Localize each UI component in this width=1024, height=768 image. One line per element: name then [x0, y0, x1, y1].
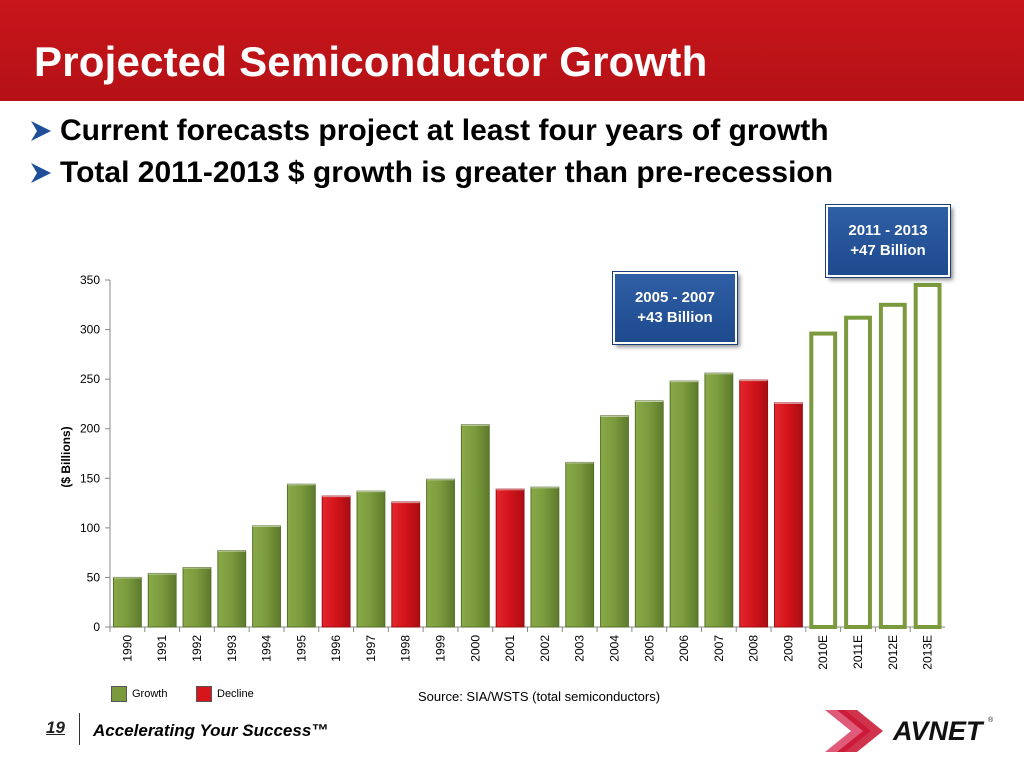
bar-growth: [112, 576, 142, 628]
bar-decline: [391, 501, 421, 628]
x-tick-label: 2012E: [886, 635, 900, 670]
x-tick-label: 1998: [399, 635, 413, 662]
bar-growth: [530, 486, 560, 628]
bar-decline: [739, 379, 769, 628]
callout-amount: +47 Billion: [850, 242, 926, 259]
legend-growth: Growth: [111, 686, 167, 702]
bar-growth: [704, 372, 734, 628]
bar-growth: [217, 550, 247, 628]
y-tick-label: 200: [80, 422, 100, 436]
y-tick-label: 100: [80, 521, 100, 535]
x-tick-label: 2006: [677, 635, 691, 662]
bullet-text: Current forecasts project at least four …: [60, 114, 829, 147]
bar-estimate: [844, 315, 872, 629]
x-tick-label: 1995: [294, 635, 308, 662]
x-tick-label: 2003: [573, 635, 587, 662]
x-tick-label: 2004: [607, 635, 621, 662]
bar-decline: [321, 495, 351, 628]
legend-growth-label: Growth: [132, 688, 168, 700]
callout-2005-2007: 2005 - 2007 +43 Billion: [612, 271, 738, 345]
x-tick-label: 2000: [468, 635, 482, 662]
bar-chart: 0 50 100 150 200 250 300 350 ($ Billions) 1990 199…: [59, 273, 945, 670]
bar-growth: [147, 572, 177, 628]
avnet-logo: AVNET ®: [825, 710, 994, 752]
footer-divider: [79, 713, 80, 745]
bar-growth: [252, 525, 281, 628]
callout-amount: +43 Billion: [637, 309, 713, 326]
bar-estimate: [913, 282, 942, 630]
x-tick-label: 1991: [155, 635, 169, 662]
bullet-item: Current forecasts project at least four …: [28, 110, 833, 152]
x-tick-label: 2005: [642, 635, 656, 662]
bar-growth: [669, 380, 699, 628]
x-tick-label: 1994: [260, 635, 274, 662]
bullet-text: Total 2011-2013 $ growth is greater than…: [60, 156, 834, 189]
x-tick-label: 2011E: [851, 635, 865, 669]
legend-decline: Decline: [196, 686, 254, 702]
y-axis-label: ($ Billions): [59, 426, 73, 487]
callout-2011-2013: 2011 - 2013 +47 Billion: [825, 204, 951, 278]
callout-period: 2011 - 2013: [848, 222, 928, 239]
arrow-bullet-icon: [31, 163, 51, 183]
bar-estimate: [809, 331, 838, 629]
bar-growth: [565, 461, 595, 628]
x-tick-label: 2008: [747, 635, 761, 662]
bar-decline: [774, 402, 803, 628]
bullet-list: Current forecasts project at least four …: [28, 110, 833, 194]
y-tick-label: 250: [80, 372, 100, 386]
x-tick-label: 2010E: [816, 635, 830, 670]
logo-text: AVNET: [892, 716, 985, 746]
x-tick-label: 2007: [712, 635, 726, 662]
y-tick-label: 50: [87, 570, 101, 584]
x-tick-label: 2001: [503, 635, 517, 662]
x-tick-label: 1996: [329, 635, 343, 662]
svg-text:®: ®: [988, 716, 994, 724]
bar-growth: [460, 424, 490, 628]
bar-growth: [600, 415, 629, 628]
bar-growth: [356, 490, 386, 628]
x-tick-label: 1990: [120, 635, 134, 662]
x-tick-label: 1993: [225, 635, 239, 662]
y-tick-label: 150: [80, 471, 100, 485]
bar-estimate: [878, 302, 907, 629]
decline-swatch: [196, 686, 212, 702]
legend-decline-label: Decline: [217, 688, 254, 700]
x-tick-label: 2013E: [921, 635, 935, 670]
y-tick-label: 0: [93, 620, 100, 634]
page-number: 19: [46, 718, 65, 737]
bar-growth: [426, 478, 455, 628]
source-note: Source: SIA/WSTS (total semiconductors): [418, 689, 661, 704]
bar-growth: [286, 483, 316, 628]
tagline: Accelerating Your Success™: [93, 721, 329, 740]
bar-decline: [495, 488, 525, 628]
bar-growth: [182, 567, 212, 628]
title-bar: Projected Semiconductor Growth: [0, 0, 1024, 101]
x-tick-label: 2002: [538, 635, 552, 662]
x-tick-label: 1992: [190, 635, 204, 662]
avnet-chevron-icon: [825, 710, 883, 752]
x-tick-label: 2009: [781, 635, 795, 662]
callout-period: 2005 - 2007: [634, 289, 716, 306]
arrow-bullet-icon: [31, 121, 51, 141]
bar-growth: [634, 400, 664, 628]
page-title: Projected Semiconductor Growth: [34, 38, 708, 85]
y-tick-label: 350: [80, 273, 100, 287]
growth-swatch: [111, 686, 127, 702]
x-tick-label: 1999: [434, 635, 448, 662]
y-tick-label: 300: [80, 323, 100, 337]
bullet-item: Total 2011-2013 $ growth is greater than…: [28, 152, 833, 194]
x-tick-label: 1997: [364, 635, 378, 662]
